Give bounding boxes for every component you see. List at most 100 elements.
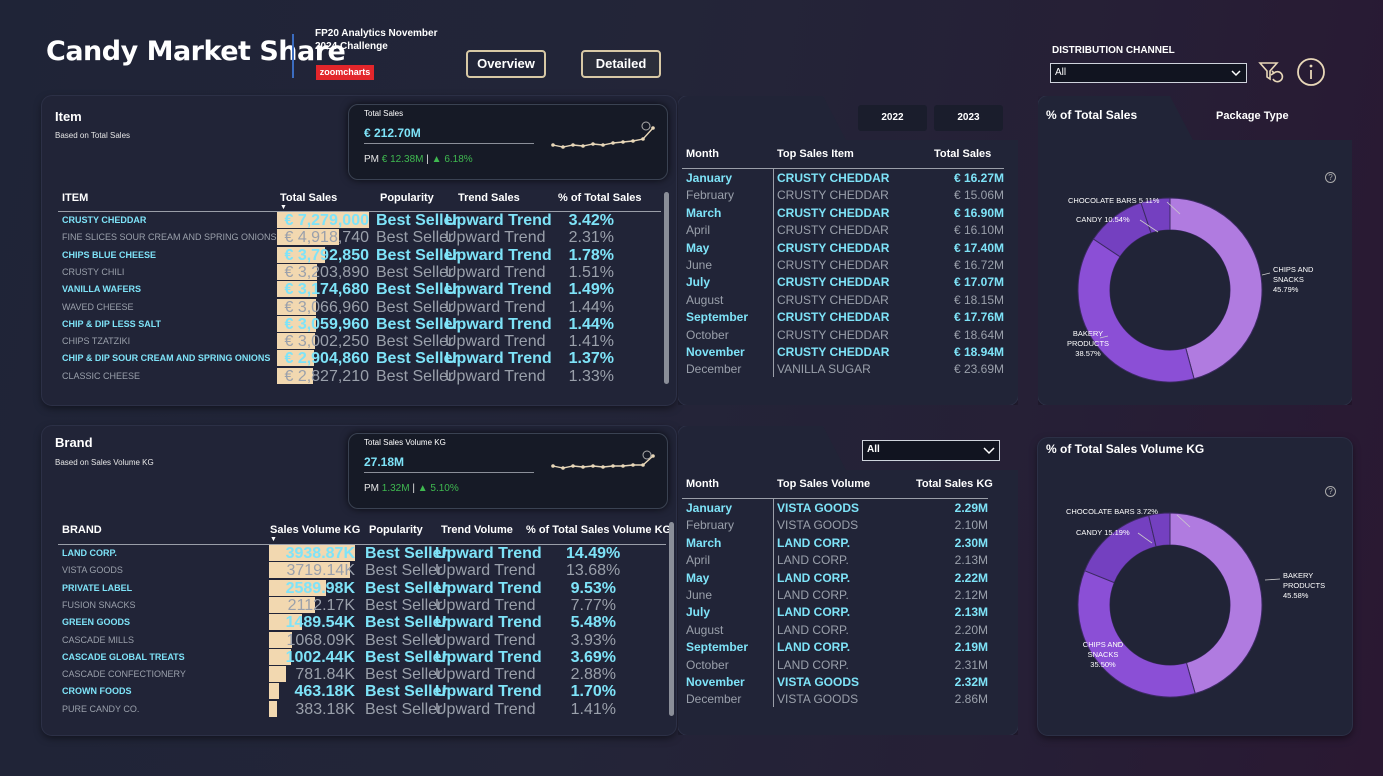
table-row[interactable]: CHIP & DIP LESS SALT € 3,059,960 Best Sell…	[58, 315, 661, 333]
row-pct: 1.37%	[568, 350, 614, 368]
month-row[interactable]: July LAND CORP. 2.13M	[682, 604, 988, 621]
row-popularity: Best Seller	[365, 700, 443, 718]
table-row[interactable]: CRUSTY CHEDDAR € 7,279,000 Best Seller Upwa…	[58, 212, 661, 229]
distribution-channel-select[interactable]: All	[1050, 63, 1247, 83]
tab-2023[interactable]: 2023	[934, 105, 1003, 131]
value-bar	[269, 666, 286, 683]
month-row[interactable]: August LAND CORP. 2.20M	[682, 622, 988, 639]
tab-pct-total-sales[interactable]: % of Total Sales	[1046, 108, 1138, 122]
tab-2022[interactable]: 2022	[858, 105, 927, 131]
month-row[interactable]: March LAND CORP. 2.30M	[682, 535, 988, 552]
row-popularity: Best Seller	[376, 246, 459, 264]
month-top-item: VANILLA SUGAR	[777, 362, 871, 377]
month-top-item: CRUSTY CHEDDAR	[777, 310, 890, 325]
month-row[interactable]: February CRUSTY CHEDDAR € 15.06M	[682, 187, 1004, 204]
month-row[interactable]: September LAND CORP. 2.19M	[682, 639, 988, 656]
value-bar	[277, 350, 314, 367]
row-trend: Upward Trend	[435, 562, 536, 580]
value-bar	[269, 596, 315, 613]
month-name: September	[686, 640, 749, 655]
item-rows: CRUSTY CHEDDAR € 7,279,000 Best Seller Upwa…	[58, 212, 661, 388]
help-icon[interactable]: ?	[1325, 486, 1336, 497]
value-bar	[277, 298, 316, 315]
col-trend-sales[interactable]: Trend Sales	[458, 192, 520, 204]
col-top-sales-item[interactable]: Top Sales Item	[777, 148, 854, 160]
table-row[interactable]: FUSION SNACKS 2112.17K Best Seller Upward T…	[58, 596, 666, 614]
month-top-item: LAND CORP.	[777, 622, 849, 637]
brand-table-scrollbar[interactable]	[669, 522, 674, 716]
month-row[interactable]: September CRUSTY CHEDDAR € 17.76M	[682, 309, 1004, 326]
row-pct: 1.51%	[568, 263, 614, 281]
col-total-sales-kg[interactable]: Total Sales KG	[916, 478, 993, 490]
month-row[interactable]: July CRUSTY CHEDDAR € 17.07M	[682, 274, 1004, 291]
month-top-item: CRUSTY CHEDDAR	[777, 327, 889, 342]
month-row[interactable]: June LAND CORP. 2.12M	[682, 587, 988, 604]
table-row[interactable]: CHIP & DIP SOUR CREAM AND SPRING ONIONS €…	[58, 350, 661, 367]
overview-button[interactable]: Overview	[466, 50, 546, 78]
month-row[interactable]: November VISTA GOODS 2.32M	[682, 674, 988, 691]
month-top-item: CRUSTY CHEDDAR	[777, 275, 890, 290]
item-table-scrollbar[interactable]	[664, 192, 669, 384]
month-row[interactable]: October LAND CORP. 2.31M	[682, 657, 988, 674]
col-trend-volume[interactable]: Trend Volume	[441, 524, 513, 536]
month-name: April	[686, 223, 711, 238]
detailed-button[interactable]: Detailed	[581, 50, 661, 78]
row-name: CASCADE CONFECTIONERY	[62, 669, 186, 680]
clear-filter-icon[interactable]	[1257, 59, 1285, 85]
col-total-sales[interactable]: Total Sales	[934, 148, 992, 160]
month-row[interactable]: August CRUSTY CHEDDAR € 18.15M	[682, 292, 1004, 309]
col-pct-total-sales[interactable]: % of Total Sales	[558, 192, 642, 204]
month-row[interactable]: March CRUSTY CHEDDAR € 16.90M	[682, 205, 1004, 222]
col-popularity[interactable]: Popularity	[380, 192, 434, 204]
table-row[interactable]: CRUSTY CHILI € 3,203,890 Best Seller Upward…	[58, 263, 661, 281]
table-row[interactable]: CASCADE GLOBAL TREATS 1002.44K Best Seller…	[58, 648, 666, 666]
col-top-sales-volume[interactable]: Top Sales Volume	[777, 478, 871, 490]
month-top-item: CRUSTY CHEDDAR	[777, 240, 890, 255]
table-row[interactable]: WAVED CHEESE € 3,066,960 Best Seller Upward…	[58, 298, 661, 316]
brand-table: BRAND Sales Volume KG ▼ Popularity Trend…	[58, 520, 678, 718]
value-bar-track	[269, 614, 355, 631]
col-month[interactable]: Month	[686, 148, 719, 160]
month-row[interactable]: June CRUSTY CHEDDAR € 16.72M	[682, 257, 1004, 274]
col-item[interactable]: ITEM	[62, 192, 89, 204]
table-row[interactable]: VANILLA WAFERS € 3,174,680 Best Seller Upwa…	[58, 281, 661, 298]
col-sales-volume[interactable]: Sales Volume KG	[270, 524, 361, 536]
month-row[interactable]: November CRUSTY CHEDDAR € 18.94M	[682, 344, 1004, 361]
volume-filter-select[interactable]: All	[862, 440, 1000, 461]
month-top-item: CRUSTY CHEDDAR	[777, 345, 890, 359]
help-icon[interactable]: ?	[1325, 172, 1336, 183]
table-row[interactable]: PURE CANDY CO. 383.18K Best Seller Upward T…	[58, 700, 666, 718]
month-row[interactable]: January CRUSTY CHEDDAR € 16.27M	[682, 170, 1004, 187]
table-row[interactable]: CHIPS BLUE CHEESE € 3,792,850 Best Seller U…	[58, 246, 661, 264]
month-row[interactable]: May LAND CORP. 2.22M	[682, 570, 988, 587]
month-row[interactable]: February VISTA GOODS 2.10M	[682, 517, 988, 534]
table-row[interactable]: CLASSIC CHEESE € 2,827,210 Best Seller Upwa…	[58, 367, 661, 385]
month-row[interactable]: May CRUSTY CHEDDAR € 17.40M	[682, 240, 1004, 257]
table-row[interactable]: GREEN GOODS 1489.54K Best Seller Upward Tre…	[58, 614, 666, 631]
month-row[interactable]: April CRUSTY CHEDDAR € 16.10M	[682, 222, 1004, 239]
tab-package-type[interactable]: Package Type	[1216, 110, 1289, 122]
month-row[interactable]: December VANILLA SUGAR € 23.69M	[682, 361, 1004, 378]
month-value: € 15.06M	[953, 188, 1004, 203]
table-row[interactable]: VISTA GOODS 3719.14K Best Seller Upward Tre…	[58, 562, 666, 579]
table-row[interactable]: LAND CORP. 3938.87K Best Seller Upward Tren…	[58, 545, 666, 562]
month-row[interactable]: December VISTA GOODS 2.86M	[682, 691, 988, 708]
table-row[interactable]: CASCADE CONFECTIONERY 781.84K Best Seller U…	[58, 666, 666, 683]
total-sales-kpi-card: Total Sales € 212.70M PM € 12.38M | ▲ 6.…	[348, 104, 668, 180]
month-row[interactable]: April LAND CORP. 2.13M	[682, 552, 988, 569]
table-row[interactable]: CROWN FOODS 463.18K Best Seller Upward Tren…	[58, 683, 666, 700]
donut-slice-bakery-products[interactable]	[1169, 512, 1263, 695]
month-row[interactable]: October CRUSTY CHEDDAR € 18.64M	[682, 327, 1004, 344]
col-month[interactable]: Month	[686, 478, 719, 490]
value-bar	[269, 683, 279, 700]
table-row[interactable]: CASCADE MILLS 1068.09K Best Seller Upward T…	[58, 631, 666, 649]
table-row[interactable]: PRIVATE LABEL 2589.98K Best Seller Upward T…	[58, 579, 666, 597]
month-row[interactable]: January VISTA GOODS 2.29M	[682, 500, 988, 517]
info-icon[interactable]	[1296, 57, 1326, 87]
table-row[interactable]: CHIPS TZATZIKI € 3,002,250 Best Seller Upwa…	[58, 333, 661, 350]
table-row[interactable]: FINE SLICES SOUR CREAM AND SPRING ONIONS…	[58, 229, 661, 246]
col-brand[interactable]: BRAND	[62, 524, 102, 536]
col-popularity[interactable]: Popularity	[369, 524, 423, 536]
col-total-sales[interactable]: Total Sales	[280, 192, 338, 204]
col-pct-total-volume[interactable]: % of Total Sales Volume KG	[526, 524, 672, 536]
